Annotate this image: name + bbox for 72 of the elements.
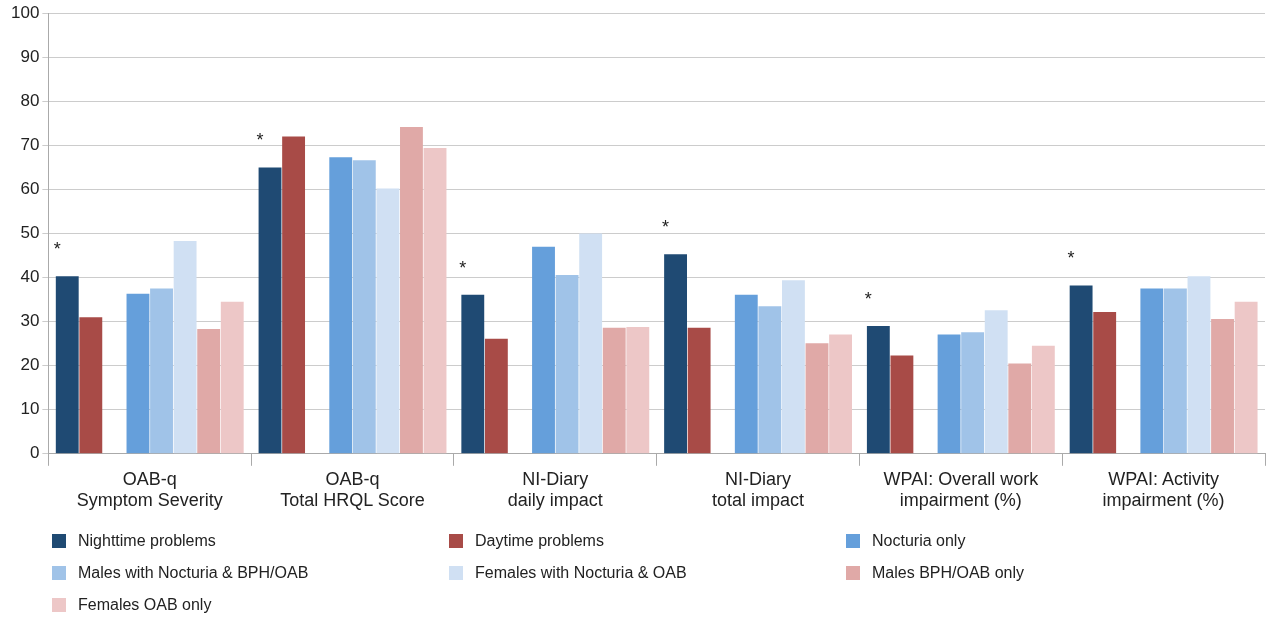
bar — [781, 280, 805, 454]
bar — [961, 332, 985, 454]
bar — [1069, 285, 1093, 454]
bar — [579, 233, 603, 454]
legend-label: Females OAB only — [78, 596, 212, 614]
legend-label: Nocturia only — [872, 532, 966, 550]
legend-label: Males with Nocturia & BPH/OAB — [78, 564, 309, 582]
bar — [79, 317, 103, 454]
bar — [352, 160, 376, 454]
legend-label: Nighttime problems — [78, 532, 216, 550]
x-tick-label: NI-Diary daily impact — [507, 468, 603, 511]
bar — [1234, 301, 1258, 454]
bar — [197, 329, 221, 454]
bar — [1008, 363, 1032, 454]
annotation: * — [459, 257, 467, 278]
bar — [866, 326, 890, 454]
bar — [602, 327, 626, 454]
annotation: * — [256, 130, 264, 151]
bar — [890, 355, 914, 454]
bar — [532, 246, 555, 454]
bar — [1031, 345, 1055, 454]
x-tick-label: WPAI: Activity impairment (%) — [1102, 468, 1225, 511]
annotation: * — [864, 288, 872, 309]
bar — [400, 126, 423, 454]
bar — [258, 167, 282, 454]
bar — [1163, 288, 1187, 454]
y-tick-label: 30 — [20, 311, 40, 331]
y-tick-label: 10 — [20, 399, 40, 419]
bar — [626, 326, 650, 454]
bar — [150, 288, 173, 454]
annotation: * — [1067, 248, 1075, 269]
annotation: * — [662, 217, 670, 238]
bar — [1140, 288, 1164, 454]
y-tick-label: 0 — [29, 443, 40, 463]
bar — [55, 276, 79, 454]
x-tick-label: NI-Diary total impact — [712, 468, 805, 511]
bar — [734, 294, 758, 454]
bar — [376, 188, 400, 454]
bar — [220, 301, 244, 454]
y-tick-label: 70 — [20, 135, 40, 155]
bar — [282, 136, 306, 454]
bar — [173, 240, 197, 454]
bar — [329, 157, 353, 454]
x-tick-label: OAB-q Total HRQL Score — [280, 468, 425, 511]
legend-label: Females with Nocturia & OAB — [475, 564, 687, 582]
bar — [687, 327, 711, 454]
y-tick-label: 40 — [20, 267, 40, 287]
bar — [805, 343, 829, 454]
y-tick-label: 100 — [10, 2, 40, 22]
bar — [829, 334, 852, 454]
bar — [984, 310, 1008, 454]
bar — [937, 334, 961, 454]
legend-label: Males BPH/OAB only — [872, 564, 1025, 582]
bar — [126, 293, 150, 454]
annotation: * — [53, 239, 61, 260]
x-tick-label: WPAI: Overall work impairment (%) — [883, 468, 1040, 511]
bar — [1187, 276, 1211, 454]
bar — [664, 254, 687, 454]
bar — [423, 148, 447, 454]
bar — [555, 274, 579, 454]
y-tick-label: 50 — [20, 223, 40, 243]
bar — [1211, 318, 1234, 454]
bar — [758, 306, 782, 454]
bar — [484, 338, 508, 454]
y-tick-label: 20 — [20, 355, 40, 375]
bar — [461, 294, 485, 454]
x-tick-label: OAB-q Symptom Severity — [76, 468, 223, 511]
y-tick-label: 60 — [20, 179, 40, 199]
bar — [1093, 311, 1117, 454]
legend-label: Daytime problems — [475, 532, 604, 550]
y-tick-label: 80 — [20, 91, 40, 111]
y-tick-label: 90 — [20, 46, 40, 66]
